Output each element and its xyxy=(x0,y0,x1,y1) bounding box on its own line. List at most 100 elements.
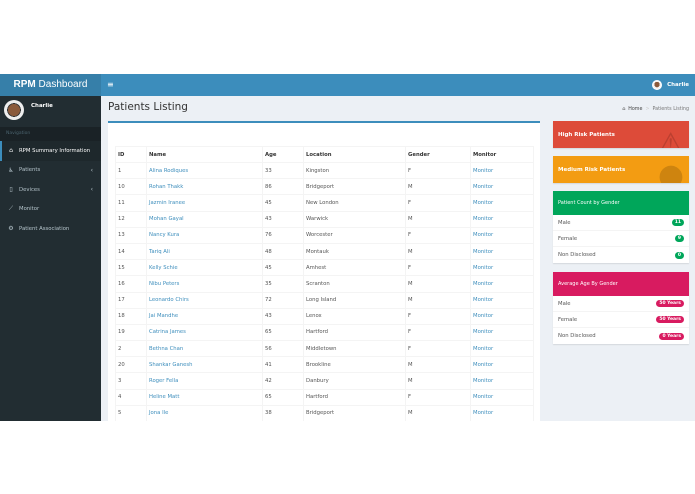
table-row: 15 Kelly Schie 45 Amhest F Monitor xyxy=(115,259,534,277)
cell-gender: F xyxy=(405,194,471,212)
cell-location: Kingston xyxy=(303,161,406,180)
cell-name[interactable]: Mohan Gayal xyxy=(146,210,263,228)
col-monitor[interactable]: Monitor xyxy=(470,146,534,163)
cell-id: 16 xyxy=(115,275,147,293)
logo-text: Dashboard xyxy=(35,79,88,90)
user-menu[interactable]: Charlie xyxy=(652,74,689,96)
sidebar-item-label: RPM Summary Information xyxy=(19,147,91,154)
cell-location: Middletown xyxy=(303,340,406,358)
table-row: 4 Heline Matt 65 Hartford F Monitor xyxy=(115,388,534,406)
cell-age: 65 xyxy=(262,388,304,406)
monitor-link[interactable]: Monitor xyxy=(470,404,534,421)
monitor-link[interactable]: Monitor xyxy=(470,275,534,293)
cell-gender: F xyxy=(405,161,471,180)
high-risk-patients-box[interactable]: High Risk Patients ⚠ xyxy=(553,121,689,148)
cell-location: Long Island xyxy=(303,291,406,309)
col-gender[interactable]: Gender xyxy=(405,146,471,163)
cell-name[interactable]: Alina Rodiques xyxy=(146,161,263,180)
table-row: 11 Jazmin Iranee 45 New London F Monitor xyxy=(115,194,534,212)
cell-name[interactable]: Bethna Chan xyxy=(146,340,263,358)
monitor-link[interactable]: Monitor xyxy=(470,226,534,244)
table-row: 16 Nibu Peters 35 Scranton M Monitor xyxy=(115,275,534,293)
cell-name[interactable]: Jazmin Iranee xyxy=(146,194,263,212)
cell-location: Hartford xyxy=(303,323,406,342)
monitor-link[interactable]: Monitor xyxy=(470,242,534,261)
monitor-link[interactable]: Monitor xyxy=(470,259,534,277)
sidebar-item-devices[interactable]: ▯ Devices ‹ xyxy=(0,180,101,200)
sidebar-toggle-icon[interactable]: ≡ xyxy=(107,80,114,89)
cell-name[interactable]: Catrina James xyxy=(146,323,263,342)
monitor-link[interactable]: Monitor xyxy=(470,178,534,196)
cell-name[interactable]: Roger Fella xyxy=(146,372,263,390)
cell-name[interactable]: Kelly Schie xyxy=(146,259,263,277)
cell-location: New London xyxy=(303,194,406,212)
count-badge: 9 xyxy=(674,235,684,242)
monitor-link[interactable]: Monitor xyxy=(470,194,534,212)
logo-bold: RPM xyxy=(13,79,36,90)
col-id[interactable]: ID xyxy=(115,146,147,163)
sidebar: Charlie Navigation ⌂ RPM Summary Informa… xyxy=(0,96,101,421)
age-badge: 0 Years xyxy=(659,332,684,340)
list-item: Female 50 Years xyxy=(553,312,689,328)
warning-icon: ⚠ xyxy=(657,127,684,148)
cell-gender: M xyxy=(405,242,471,261)
table-row: 1 Alina Rodiques 33 Kingston F Monitor xyxy=(115,161,534,180)
sidebar-item-monitor[interactable]: ⟋ Monitor xyxy=(0,200,101,220)
cell-gender: F xyxy=(405,226,471,244)
cell-name[interactable]: Jona Ile xyxy=(146,404,263,421)
sidebar-item-patients[interactable]: ♿ Patients ‹ xyxy=(0,161,101,181)
monitor-link[interactable]: Monitor xyxy=(470,161,534,180)
medium-risk-patients-box[interactable]: Medium Risk Patients ● xyxy=(553,156,689,183)
breadcrumb-current: Patients Listing xyxy=(652,107,689,112)
patients-table: ID Name Age Location Gender Monitor 1 Ali… xyxy=(115,146,534,421)
monitor-link[interactable]: Monitor xyxy=(470,356,534,374)
cell-id: 18 xyxy=(115,307,147,325)
cell-name[interactable]: Leonardo Chirs xyxy=(146,291,263,309)
list-item: Male 50 Years xyxy=(553,296,689,312)
high-risk-label: High Risk Patients xyxy=(558,131,615,138)
cell-location: Danbury xyxy=(303,372,406,390)
cell-id: 17 xyxy=(115,291,147,309)
cell-gender: M xyxy=(405,291,471,309)
monitor-link[interactable]: Monitor xyxy=(470,307,534,325)
col-name[interactable]: Name xyxy=(146,146,263,163)
cell-age: 41 xyxy=(262,356,304,374)
cell-name[interactable]: Shankar Ganesh xyxy=(146,356,263,374)
cell-name[interactable]: Jai Mandhe xyxy=(146,307,263,325)
exclamation-circle-icon: ● xyxy=(657,158,684,183)
cell-gender: F xyxy=(405,259,471,277)
sidebar-item-patient-association[interactable]: ⚙ Patient Association xyxy=(0,219,101,239)
cell-name[interactable]: Tariq Ali xyxy=(146,242,263,261)
cell-location: Warwick xyxy=(303,210,406,228)
cell-name[interactable]: Heline Matt xyxy=(146,388,263,406)
table-row: 3 Roger Fella 42 Danbury M Monitor xyxy=(115,372,534,390)
cell-age: 43 xyxy=(262,210,304,228)
table-header-row: ID Name Age Location Gender Monitor xyxy=(115,146,534,163)
breadcrumb-separator: > xyxy=(645,107,650,112)
table-row: 12 Mohan Gayal 43 Warwick M Monitor xyxy=(115,210,534,228)
cell-name[interactable]: Rohan Thakk xyxy=(146,178,263,196)
monitor-link[interactable]: Monitor xyxy=(470,388,534,406)
monitor-link[interactable]: Monitor xyxy=(470,372,534,390)
cell-name[interactable]: Nibu Peters xyxy=(146,275,263,293)
breadcrumb-home[interactable]: Home xyxy=(628,107,643,112)
gear-icon: ⚙ xyxy=(8,225,14,233)
monitor-link[interactable]: Monitor xyxy=(470,291,534,309)
cell-name[interactable]: Nancy Kura xyxy=(146,226,263,244)
sidebar-item-label: Patient Association xyxy=(19,225,70,232)
cell-age: 56 xyxy=(262,340,304,358)
col-age[interactable]: Age xyxy=(262,146,304,163)
count-badge: 11 xyxy=(671,219,684,226)
cell-location: Scranton xyxy=(303,275,406,293)
logo[interactable]: RPM Dashboard xyxy=(0,74,101,96)
age-badge: 50 Years xyxy=(656,316,684,323)
col-location[interactable]: Location xyxy=(303,146,406,163)
panel-title: Patient Count by Gender xyxy=(553,191,689,215)
cell-gender: M xyxy=(405,404,471,421)
nav-header: Navigation xyxy=(0,127,101,141)
sidebar-item-rpm-summary[interactable]: ⌂ RPM Summary Information xyxy=(0,141,101,161)
table-row: 18 Jai Mandhe 43 Lenox F Monitor xyxy=(115,307,534,325)
monitor-link[interactable]: Monitor xyxy=(470,340,534,358)
monitor-link[interactable]: Monitor xyxy=(470,323,534,342)
monitor-link[interactable]: Monitor xyxy=(470,210,534,228)
